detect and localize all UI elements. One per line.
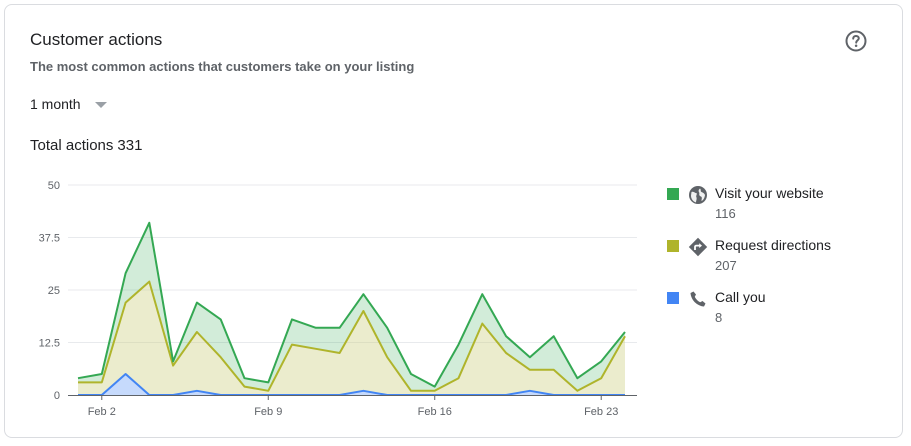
legend-label-website: Visit your website xyxy=(715,185,824,201)
y-tick-label: 25 xyxy=(48,285,60,297)
y-tick-label: 0 xyxy=(54,390,60,402)
phone-icon xyxy=(688,289,708,309)
legend-swatch-call xyxy=(667,292,679,304)
series-line xyxy=(78,280,626,392)
card-title: Customer actions xyxy=(30,30,163,49)
legend-swatch-website xyxy=(667,188,679,200)
x-tick-label: Feb 2 xyxy=(88,406,116,418)
legend-value-directions: 207 xyxy=(715,258,737,273)
total-actions: Total actions 331 xyxy=(30,137,146,154)
x-tick-label: Feb 23 xyxy=(584,406,618,418)
card-subtitle: The most common actions that customers t… xyxy=(30,59,415,74)
help-icon[interactable] xyxy=(845,30,867,52)
x-tick-label: Feb 9 xyxy=(254,406,282,418)
directions-icon xyxy=(688,237,708,257)
legend-value-call: 8 xyxy=(715,310,723,325)
period-dropdown[interactable]: 1 month xyxy=(30,96,107,112)
y-tick-label: 50 xyxy=(48,180,60,192)
legend-value-website: 116 xyxy=(715,206,736,221)
legend-label-call: Call you xyxy=(715,289,766,305)
y-tick-label: 12.5 xyxy=(39,338,60,350)
customer-actions-chart: 0 12.5 25 37.5 50 Feb 2 Feb 9 Feb 16 Feb 23 xyxy=(39,180,637,418)
series-area xyxy=(78,281,625,395)
series-line xyxy=(77,221,626,388)
total-actions-value: 331 xyxy=(117,137,143,154)
customer-actions-card xyxy=(4,4,903,438)
x-tick-label: Feb 16 xyxy=(418,406,452,418)
chevron-down-icon xyxy=(94,102,107,108)
series-area xyxy=(78,222,625,391)
y-tick-label: 37.5 xyxy=(39,233,60,245)
legend-swatch-directions xyxy=(667,240,679,252)
total-actions-label: Total actions xyxy=(30,137,114,154)
period-selected: 1 month xyxy=(30,96,81,112)
legend-label-directions: Request directions xyxy=(715,237,831,253)
globe-icon xyxy=(688,185,708,205)
series-area xyxy=(78,374,625,395)
